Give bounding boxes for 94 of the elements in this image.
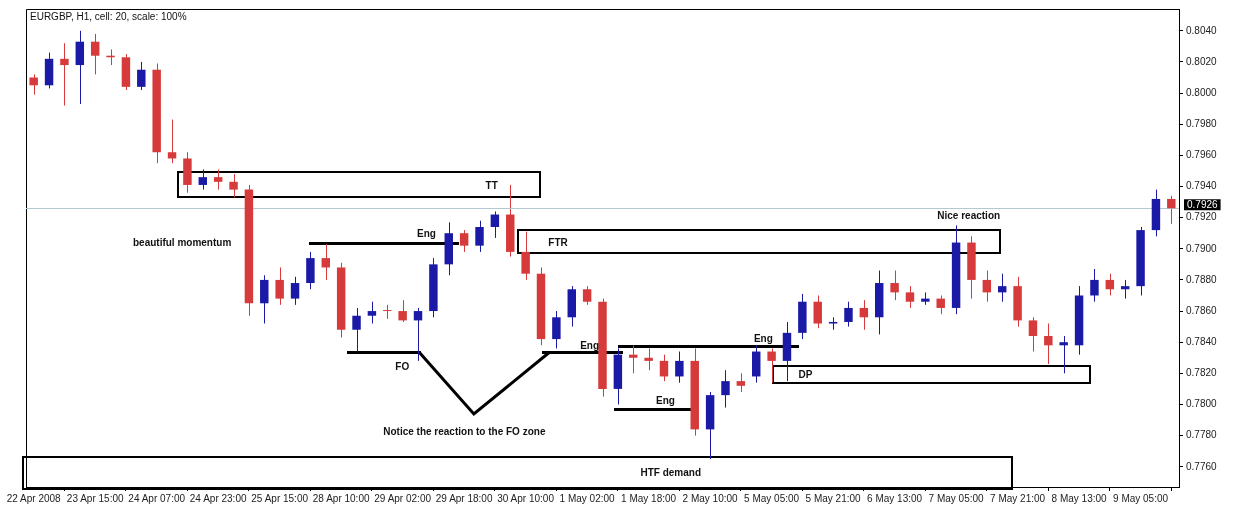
x-tick-label: 29 Apr 18:00 [435, 492, 493, 504]
x-tick-label: 5 May 05:00 [744, 492, 800, 504]
x-tick-label: 6 May 13:00 [867, 492, 923, 504]
candlestick [1059, 335, 1068, 374]
candlestick [167, 119, 177, 164]
y-tick-label: 0.8000 [1186, 86, 1218, 98]
candlestick [659, 354, 669, 382]
candlestick [137, 61, 146, 91]
x-tick-label: 24 Apr 23:00 [189, 492, 247, 504]
candlestick [736, 372, 746, 393]
x-tick-label: 1 May 02:00 [559, 492, 616, 504]
x-tick-label: 30 Apr 10:00 [497, 492, 555, 504]
candlestick [229, 173, 238, 198]
candlestick [644, 347, 653, 371]
y-tick-label: 0.7900 [1186, 242, 1218, 254]
x-tick-label: 9 May 05:00 [1113, 492, 1169, 504]
x-tick-label: 2 May 10:00 [682, 492, 739, 504]
candlestick [275, 266, 284, 306]
candlestick [1167, 195, 1176, 225]
x-tick-label: 7 May 05:00 [928, 492, 985, 504]
candlestick [75, 30, 85, 105]
candlestick [1120, 279, 1130, 300]
chart-title: EURGBP, H1, cell: 20, scale: 100% [30, 11, 187, 22]
candlestick [844, 301, 853, 328]
annotation: Eng [753, 332, 773, 344]
candlestick [290, 276, 300, 306]
candlestick [1090, 268, 1099, 303]
candlestick [213, 168, 223, 191]
candlestick [813, 294, 822, 329]
candlestick [352, 307, 361, 353]
candlestick [413, 307, 423, 362]
y-tick-label: 0.7960 [1186, 149, 1218, 161]
candlestick [29, 73, 38, 96]
candlestick [552, 310, 561, 349]
candlestick [1044, 323, 1053, 365]
y-tick-label: 0.8040 [1186, 24, 1218, 36]
candlestick [459, 229, 469, 253]
annotation: Eng [656, 394, 675, 406]
candlestick [982, 270, 992, 303]
y-tick-label: 0.7820 [1186, 367, 1218, 379]
candlestick [60, 42, 69, 107]
candlestick [997, 273, 1007, 303]
candlestick [1105, 273, 1115, 296]
candlestick [675, 351, 684, 384]
annotation: TT [485, 179, 498, 191]
y-tick-label: 0.7760 [1186, 460, 1218, 472]
y-tick-label: 0.7980 [1186, 117, 1218, 129]
y-tick-label: 0.7880 [1186, 273, 1218, 285]
x-tick-label: 29 Apr 02:00 [374, 492, 432, 504]
annotation: HTF demand [640, 466, 701, 478]
x-tick-label: 7 May 21:00 [990, 492, 1046, 504]
candlestick [490, 210, 500, 239]
candlestick [398, 299, 407, 323]
y-tick-label: 0.7800 [1186, 398, 1218, 410]
x-tick-label: 5 May 21:00 [805, 492, 862, 504]
x-tick-label: 22 Apr 2008 [6, 492, 62, 504]
x-tick-label: 28 Apr 10:00 [312, 492, 370, 504]
candlestick [905, 285, 915, 309]
candlestick [1028, 316, 1038, 353]
candlestick [828, 316, 838, 331]
candlestick [90, 33, 100, 75]
candlestick [260, 274, 269, 325]
y-tick-label: 0.7920 [1186, 211, 1218, 223]
ref-line-label: 0.7926 [1187, 198, 1219, 210]
x-tick-label: 25 Apr 15:00 [251, 492, 309, 504]
candlestick [767, 347, 776, 384]
candlestick [383, 304, 392, 320]
annotation: FTR [548, 236, 568, 248]
candlestick [582, 285, 592, 306]
x-tick-label: 24 Apr 07:00 [128, 492, 186, 504]
y-tick-label: 0.7940 [1186, 180, 1218, 192]
candlestick [629, 344, 638, 374]
y-tick-label: 0.7840 [1186, 335, 1218, 347]
y-tick-label: 0.7860 [1186, 304, 1218, 316]
candlestick [198, 168, 208, 191]
x-tick-label: 8 May 13:00 [1051, 492, 1108, 504]
annotation: FO [395, 360, 410, 372]
annotation: DP [798, 368, 813, 380]
candlestick [890, 270, 899, 301]
candlestick [521, 231, 530, 281]
candlestick [367, 301, 377, 325]
y-tick-label: 0.7780 [1186, 429, 1218, 441]
candlestick [475, 220, 484, 253]
x-tick-label: 1 May 18:00 [621, 492, 677, 504]
y-tick-label: 0.8020 [1186, 55, 1218, 67]
annotation: Nice reaction [937, 209, 1001, 221]
annotation: beautiful momentum [132, 236, 232, 248]
candlestick [936, 294, 945, 315]
candlestick [721, 369, 730, 409]
annotation: Notice the reaction to the FO zone [383, 425, 546, 437]
annotation: Eng [416, 227, 436, 239]
candlestick [321, 243, 331, 281]
x-tick-label: 23 Apr 15:00 [66, 492, 124, 504]
candlestick [859, 299, 869, 331]
